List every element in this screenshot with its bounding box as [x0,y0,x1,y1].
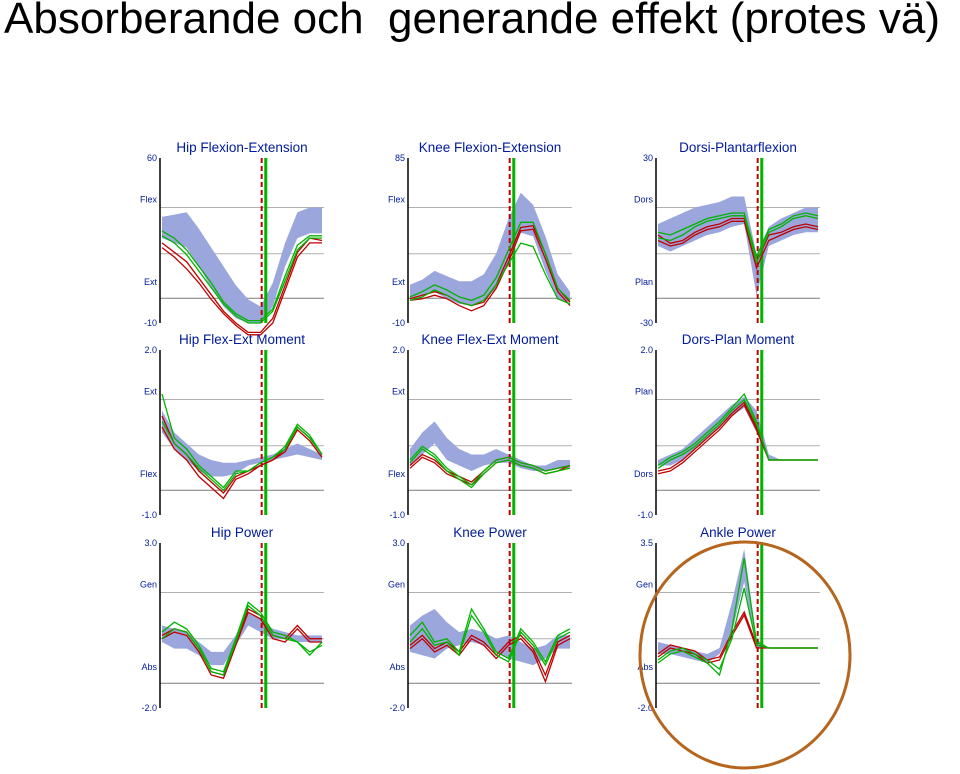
plot-title: Knee Flexion-Extension [419,140,562,155]
normal-band [410,609,570,666]
normal-band [410,421,570,471]
y-tick-label: -1.0 [389,510,405,520]
plot-title: Hip Flex-Ext Moment [179,332,305,347]
y-tick-label: Plan [635,277,653,287]
plot-knee-flex-ext-moment: 2.0 Ext Flex -1.0 Knee Flex-Ext Moment [388,332,572,520]
normal-band [162,410,322,477]
y-tick-label: Ext [144,386,158,396]
series-left-3 [657,212,819,259]
plot-title: Hip Flexion-Extension [176,140,307,155]
series-left-4 [161,421,323,492]
series-left-4 [161,604,323,676]
y-tick-label: Flex [140,469,158,479]
series-right-1 [409,634,571,677]
plot-title: Ankle Power [700,525,776,540]
plot-dorsi-plantarflexion: 30 Dors Plan -30 Dorsi-Plantarflexion [634,140,820,328]
plot-title: Dorsi-Plantarflexion [679,140,797,155]
plot-title: Knee Flex-Ext Moment [421,332,559,347]
y-tick-label: Abs [389,662,405,672]
plot-area [656,350,820,515]
plot-area [160,350,324,515]
y-tick-label: 3.5 [640,538,653,548]
y-tick-label: -10 [144,318,157,328]
y-tick-label: 60 [147,153,157,163]
plot-title: Dors-Plan Moment [682,332,795,347]
plot-hip-flex-ext-moment: 2.0 Ext Flex -1.0 Hip Flex-Ext Moment [140,332,324,520]
y-tick-label: Abs [637,662,653,672]
y-tick-label: Dors [634,469,654,479]
y-tick-label: -30 [640,318,653,328]
y-tick-label: -10 [392,318,405,328]
y-tick-label: Gen [388,579,405,589]
series-left-3 [409,607,571,664]
plot-knee-power: 3.0 Gen Abs -2.0 Knee Power [388,525,572,713]
y-tick-label: 85 [395,153,405,163]
y-tick-label: 3.0 [392,538,405,548]
plot-hip-flexion-extension: 60 Flex Ext -10 Hip Flexion-Extension [140,140,324,336]
series-right-2 [409,228,571,312]
series-right-2 [161,426,323,500]
y-tick-label: Ext [144,277,158,287]
y-tick-label: Dors [634,194,654,204]
series-left-4 [657,215,819,265]
series-left-4 [657,398,818,469]
y-tick-label: Abs [141,662,157,672]
plot-dors-plan-moment: 2.0 Plan Dors -1.0 Dors-Plan Moment [634,332,820,520]
y-tick-label: 2.0 [392,345,405,355]
plot-title: Knee Power [453,525,527,540]
y-tick-label: -2.0 [637,703,653,713]
series-right-2 [657,220,819,270]
y-tick-label: -1.0 [637,510,653,520]
y-tick-label: Plan [635,386,653,396]
y-tick-label: Ext [392,277,406,287]
series-right-2 [161,611,322,680]
slide-title: Absorberande och generande effekt (prote… [4,0,941,43]
y-tick-label: Gen [636,579,653,589]
series-right-1 [161,237,323,334]
y-tick-label: Gen [140,579,157,589]
series-left-4 [657,587,818,671]
series-right-2 [161,242,322,336]
y-tick-label: 2.0 [144,345,157,355]
series-left-3 [409,445,571,486]
series-left-3 [409,221,571,302]
plot-hip-power: 3.0 Gen Abs -2.0 Hip Power [140,525,324,713]
normal-band [410,192,570,306]
normal-band [658,549,818,663]
normal-band [162,207,322,323]
y-tick-label: Ext [392,386,406,396]
series-right-2 [409,637,571,684]
y-tick-label: -2.0 [389,703,405,713]
y-tick-label: -1.0 [141,510,157,520]
plot-ankle-power: 3.5 Gen Abs -2.0 Ankle Power [636,525,820,713]
y-tick-label: 2.0 [640,345,653,355]
y-tick-label: Flex [140,194,158,204]
series-left-4 [409,448,571,489]
highlight-circle [638,540,852,770]
y-tick-label: 30 [643,153,653,163]
series-right-1 [657,217,819,265]
normal-band [658,196,818,296]
series-left-3 [161,230,322,322]
plot-knee-flexion-extension: 85 Flex Ext -10 Knee Flexion-Extension [388,140,572,328]
series-left-4 [161,235,322,324]
y-tick-label: -2.0 [141,703,157,713]
series-left-4 [409,614,571,667]
series-left-4 [409,242,571,307]
y-tick-label: Flex [388,469,406,479]
plot-title: Hip Power [211,525,274,540]
y-tick-label: 3.0 [144,538,157,548]
y-tick-label: Flex [388,194,406,204]
series-left-3 [161,393,323,489]
